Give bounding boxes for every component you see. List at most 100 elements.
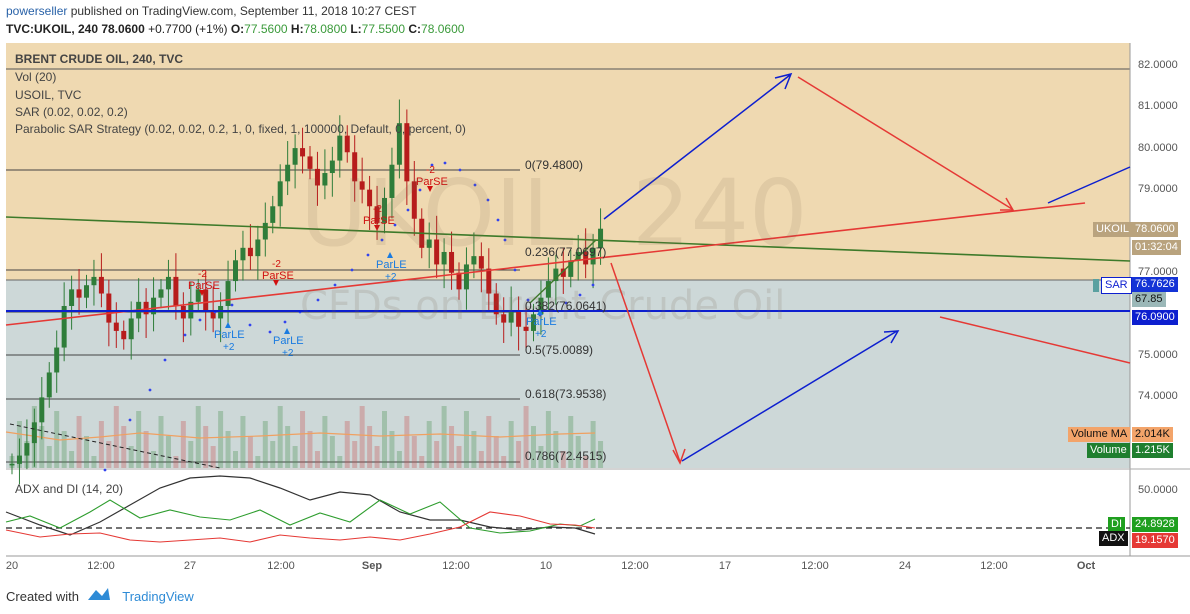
time-tick: 17 — [718, 560, 732, 572]
candle-body — [98, 276, 104, 294]
volume-ma-tag-label: Volume MA — [1068, 427, 1131, 442]
volume-bar — [39, 426, 45, 468]
time-tick: 27 — [183, 560, 197, 572]
candle-body — [46, 372, 52, 398]
line-tag: 76.0900 — [1132, 310, 1178, 325]
candle-body — [404, 123, 410, 182]
volume-bar — [262, 421, 268, 468]
sell-signal-qty: -2 — [198, 269, 207, 280]
open-value: 77.5600 — [244, 22, 288, 36]
di-tag-label: DI — [1108, 517, 1125, 532]
candle-body — [389, 164, 395, 198]
volume-bar — [449, 426, 455, 468]
ukoil-tag-label: UKOIL — [1093, 222, 1133, 237]
volume-bar — [583, 456, 589, 468]
volume-bar — [195, 406, 201, 468]
candle-body — [121, 330, 127, 340]
price-tick: 80.0000 — [1138, 142, 1178, 154]
volume-bar — [46, 446, 52, 468]
volume-bar — [352, 441, 358, 468]
volume-bar — [501, 456, 507, 468]
volume-bar — [210, 446, 216, 468]
volume-bar — [158, 416, 164, 468]
buy-signal-qty: +2 — [535, 329, 547, 340]
watermark-symbol: UKOIL, 240 — [300, 160, 808, 267]
buy-signal-label: ParLE — [214, 329, 245, 341]
volume-bar — [247, 436, 253, 468]
buy-signal-qty: +2 — [385, 272, 397, 283]
buy-signal-label: ParLE — [376, 259, 407, 271]
volume-bar — [173, 456, 179, 468]
volume-bar — [69, 451, 75, 468]
volume-bar — [270, 441, 276, 468]
buy-signal-arrow-icon — [387, 252, 393, 258]
candle-body — [396, 123, 402, 165]
volume-bar — [508, 421, 514, 468]
volume-bar — [121, 426, 127, 468]
indicator-compare[interactable]: USOIL, TVC — [15, 88, 82, 102]
volume-bar — [389, 431, 395, 468]
high-label: H: — [290, 22, 304, 36]
candle-body — [54, 347, 60, 373]
indicator-adx[interactable]: ADX and DI (14, 20) — [15, 482, 124, 496]
indicator-sar[interactable]: SAR (0.02, 0.02, 0.2) — [15, 105, 128, 119]
candle-body — [367, 189, 373, 207]
volume-bar — [61, 431, 67, 468]
volume-bar — [225, 431, 231, 468]
volume-bar — [404, 416, 410, 468]
price-tick: 74.0000 — [1138, 390, 1178, 402]
candle-body — [262, 222, 268, 240]
fib-label-0236: 0.236(77.0697) — [525, 245, 607, 259]
volume-bar — [218, 411, 224, 468]
candles — [9, 99, 604, 485]
candle-body — [128, 318, 134, 340]
sar-dot — [380, 238, 384, 242]
candle-body — [560, 268, 566, 277]
tradingview-link[interactable]: TradingView — [122, 589, 194, 604]
sar-dot — [350, 268, 354, 272]
time-tick: 20 — [5, 560, 19, 572]
time-tick: 12:00 — [87, 560, 115, 572]
sar-dot — [526, 298, 530, 302]
green-trendline — [5, 216, 1131, 262]
indicator-strategy[interactable]: Parabolic SAR Strategy (0.02, 0.02, 0.2,… — [15, 122, 466, 136]
volume-tag-value: 1.215K — [1132, 443, 1173, 458]
candle-body — [314, 168, 320, 186]
author-link[interactable]: powerseller — [6, 4, 68, 18]
candle-body — [307, 156, 313, 169]
time-tick: 12:00 — [442, 560, 470, 572]
buy-signal-arrow-icon — [225, 322, 231, 328]
candle-body — [344, 135, 350, 153]
volume-bar — [598, 441, 604, 468]
volume-bar — [314, 451, 320, 468]
candle-body — [508, 310, 514, 323]
volume-bar — [307, 431, 313, 468]
adx-line — [5, 475, 596, 536]
candle-body — [69, 289, 75, 306]
volume-bar — [486, 416, 492, 468]
candle-body — [516, 310, 522, 327]
candle-body — [16, 455, 22, 464]
buy-signal-qty: +2 — [223, 342, 235, 353]
red-arrow-down-1-head — [1000, 197, 1015, 211]
volume-bar — [91, 456, 97, 468]
adx-tag-value: 19.1570 — [1132, 533, 1178, 548]
indicator-vol[interactable]: Vol (20) — [15, 70, 57, 84]
candle-body — [151, 297, 157, 315]
volume-bar — [396, 451, 402, 468]
low-value: 77.5500 — [361, 22, 406, 36]
volume-bar — [367, 426, 373, 468]
sar-dot — [316, 298, 320, 302]
volume-bar — [255, 456, 261, 468]
candle-body — [501, 314, 507, 323]
sell-signal-qty: -2 — [272, 259, 281, 270]
candle-body — [277, 181, 283, 207]
sell-signal-qty: -2 — [373, 204, 382, 215]
buy-signal-label: ParLE — [526, 316, 557, 328]
volume-bar — [136, 411, 142, 468]
sar-dot — [198, 318, 202, 322]
volume-bar — [98, 421, 104, 468]
candle-body — [91, 276, 97, 286]
sar-dot — [230, 303, 234, 307]
